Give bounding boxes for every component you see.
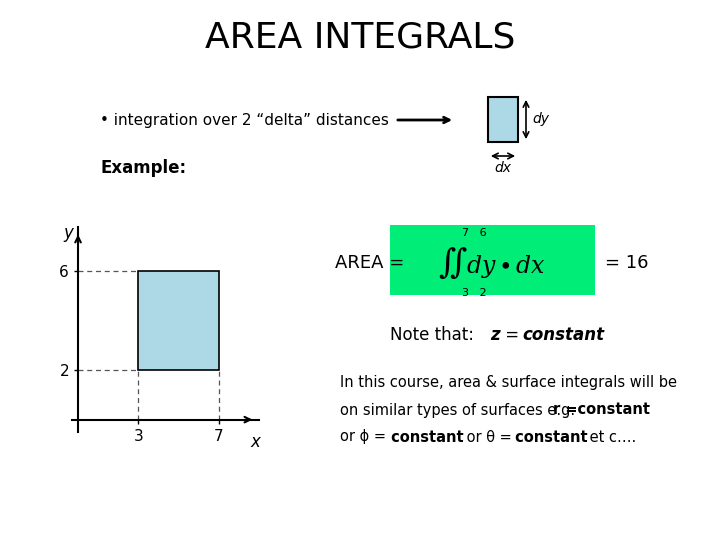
Text: r =constant: r =constant — [553, 402, 650, 417]
Bar — [488, 97, 518, 142]
Text: Note that:: Note that: — [390, 326, 480, 344]
Text: constant: constant — [510, 429, 588, 444]
Text: or ϕ =: or ϕ = — [340, 429, 386, 444]
Text: AREA INTEGRALS: AREA INTEGRALS — [204, 21, 516, 55]
Text: • integration over 2 “delta” distances: • integration over 2 “delta” distances — [100, 112, 389, 127]
Bar — [138, 271, 219, 370]
Text: on similar types of surfaces e.g.: on similar types of surfaces e.g. — [340, 402, 580, 417]
Text: $\iint dy \bullet dx$: $\iint dy \bullet dx$ — [438, 245, 546, 281]
Text: et c….: et c…. — [585, 429, 636, 444]
Text: x: x — [251, 433, 260, 451]
Text: = 16: = 16 — [605, 254, 649, 272]
Text: dx: dx — [495, 161, 511, 175]
Bar — [390, 225, 595, 295]
Text: In this course, area & surface integrals will be: In this course, area & surface integrals… — [340, 375, 677, 390]
Text: Example:: Example: — [100, 159, 186, 177]
Text: =: = — [500, 326, 524, 344]
Text: constant: constant — [522, 326, 604, 344]
Text: or θ =: or θ = — [462, 429, 512, 444]
Text: 3   2: 3 2 — [462, 288, 487, 298]
Text: AREA =: AREA = — [335, 254, 404, 272]
Text: y: y — [63, 224, 73, 242]
Text: dy: dy — [532, 112, 549, 126]
Text: constant: constant — [386, 429, 464, 444]
Text: z: z — [490, 326, 500, 344]
Text: 7   6: 7 6 — [462, 228, 487, 238]
